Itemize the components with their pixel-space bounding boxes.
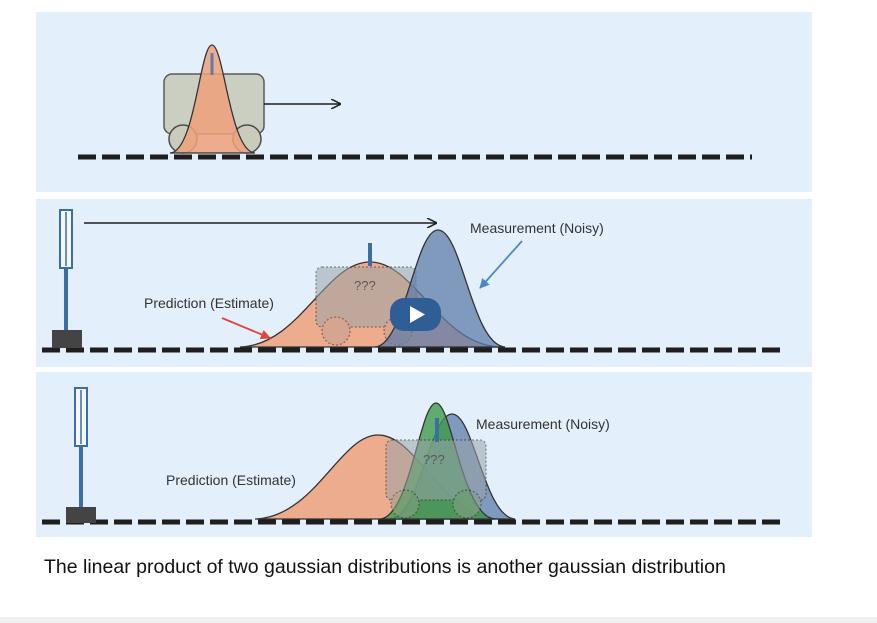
play-button[interactable]	[390, 298, 441, 331]
prediction-label: Prediction (Estimate)	[166, 472, 296, 488]
car-icon	[385, 439, 487, 519]
play-icon	[410, 306, 425, 323]
panel-1-graphics	[78, 44, 752, 160]
caption: The linear product of two gaussian distr…	[44, 556, 726, 578]
bottom-bar	[0, 617, 877, 623]
arrow-icon	[221, 317, 271, 340]
measurement-label: Measurement (Noisy)	[476, 416, 610, 432]
measurement-label: Measurement (Noisy)	[470, 220, 604, 236]
signal-tower-icon	[52, 209, 82, 348]
unknown-label: ???	[423, 452, 445, 467]
panel-3-graphics: ??? Prediction (Estimate) Measurement (N…	[42, 387, 780, 525]
arrow-icon	[479, 240, 523, 289]
unknown-label: ???	[354, 278, 376, 293]
prediction-label: Prediction (Estimate)	[144, 295, 274, 311]
initial-gaussian	[169, 44, 256, 154]
signal-tower-icon	[66, 387, 96, 523]
